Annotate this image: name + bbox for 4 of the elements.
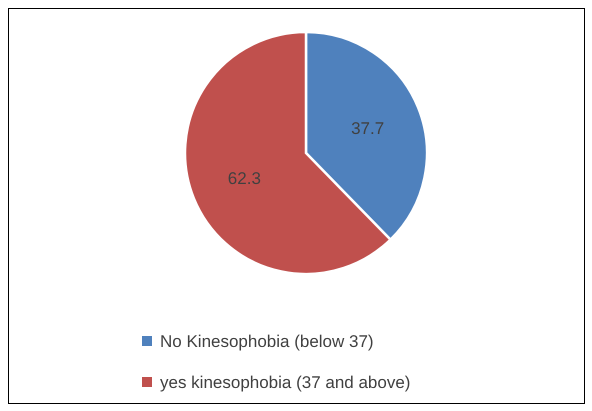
legend-label: No Kinesophobia (below 37) (160, 332, 374, 351)
data-label: 62.3 (228, 169, 261, 188)
data-label: 37.7 (351, 118, 384, 138)
legend-label: yes kinesophobia (37 and above) (160, 372, 410, 392)
